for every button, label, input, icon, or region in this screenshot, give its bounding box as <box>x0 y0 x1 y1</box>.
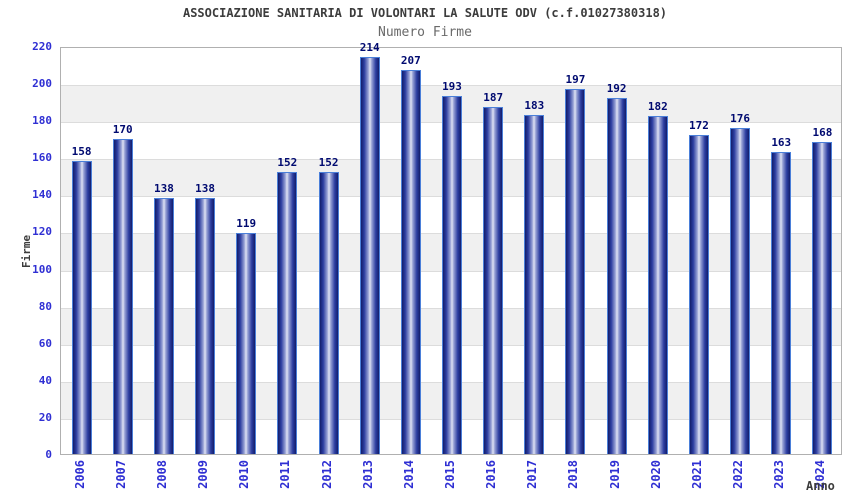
bar-value-label: 168 <box>812 126 833 140</box>
bar-value-label: 138 <box>195 182 215 196</box>
bar <box>236 233 257 454</box>
bar-value-label: 172 <box>689 119 709 133</box>
bar <box>195 198 216 454</box>
y-tick-label: 180 <box>32 114 52 128</box>
bar <box>483 107 504 454</box>
chart-subtitle: Numero Firme <box>378 25 472 40</box>
y-tick-label: 20 <box>38 410 52 424</box>
gridline <box>61 85 841 87</box>
bar-value-label: 182 <box>647 100 668 114</box>
y-tick-label: 0 <box>45 448 52 461</box>
bar-value-label: 170 <box>112 122 133 136</box>
x-tick-label: 2013 <box>360 460 375 489</box>
bar-value-label: 214 <box>359 41 380 55</box>
bar <box>442 96 462 454</box>
x-tick-label: 2012 <box>319 460 334 489</box>
bar <box>812 142 833 454</box>
bar <box>647 116 668 454</box>
x-tick-label: 2016 <box>484 460 499 489</box>
bar-value-label: 197 <box>565 72 586 86</box>
y-tick-label: 200 <box>32 77 52 91</box>
x-tick-label: 2014 <box>401 460 416 489</box>
y-tick-label: 40 <box>38 373 52 387</box>
bar <box>606 97 627 454</box>
x-tick-label: 2011 <box>278 460 293 489</box>
x-tick-label: 2010 <box>237 460 252 489</box>
x-axis: 2006 2007 2008 2009 2010 2011 2012 2013 2014 2015… <box>60 457 842 500</box>
bar-value-label: 119 <box>236 217 257 231</box>
x-tick-label: 2008 <box>154 460 169 489</box>
y-tick-label: 140 <box>32 188 52 202</box>
x-tick-label: 2009 <box>196 460 211 489</box>
y-axis-title: Firme <box>20 234 33 268</box>
x-tick-label: 2022 <box>731 460 746 489</box>
bar-value-label: 138 <box>153 182 174 196</box>
x-axis-title: Anno <box>806 479 835 493</box>
bar-value-label: 158 <box>71 144 92 158</box>
bar-value-label: 163 <box>771 135 792 149</box>
bar <box>112 138 133 454</box>
x-tick-label: 2020 <box>648 460 663 489</box>
y-tick-label: 100 <box>32 262 52 276</box>
chart-title: ASSOCIAZIONE SANITARIA DI VOLONTARI LA S… <box>182 6 668 20</box>
x-tick-label: 2015 <box>443 460 457 489</box>
y-tick-label: 220 <box>32 40 52 53</box>
bar <box>730 127 751 454</box>
bar <box>524 114 545 454</box>
x-tick-label: 2018 <box>566 460 581 489</box>
x-tick-label: 2006 <box>72 460 87 489</box>
x-tick-label: 2007 <box>113 460 128 489</box>
bar <box>565 88 586 454</box>
x-tick-label: 2019 <box>607 460 622 489</box>
bar-value-label: 152 <box>277 156 298 170</box>
y-tick-label: 60 <box>38 336 52 350</box>
bar-value-label: 176 <box>730 111 751 125</box>
bar <box>318 172 339 454</box>
bar-value-label: 207 <box>400 54 421 68</box>
bar <box>153 198 174 454</box>
bar <box>359 57 380 454</box>
x-tick-label: 2023 <box>772 460 787 489</box>
plot-area: 158 170 138 138 119 152 152 214 207 193 187 183 197 1… <box>60 41 842 455</box>
bar-value-label: 192 <box>606 81 627 95</box>
bar-value-label: 152 <box>318 156 339 170</box>
bar <box>71 160 92 454</box>
x-tick-label: 2021 <box>689 460 704 489</box>
bar-value-label: 187 <box>483 91 504 105</box>
bar <box>277 172 298 454</box>
bar <box>771 151 792 454</box>
y-tick-label: 120 <box>32 225 52 239</box>
bar-value-label: 183 <box>524 98 545 112</box>
bar-value-label: 193 <box>442 80 462 94</box>
x-tick-label: 2017 <box>525 460 540 489</box>
bar <box>688 135 709 454</box>
y-tick-label: 160 <box>32 151 52 165</box>
y-tick-label: 80 <box>38 299 52 313</box>
bar <box>400 70 421 454</box>
